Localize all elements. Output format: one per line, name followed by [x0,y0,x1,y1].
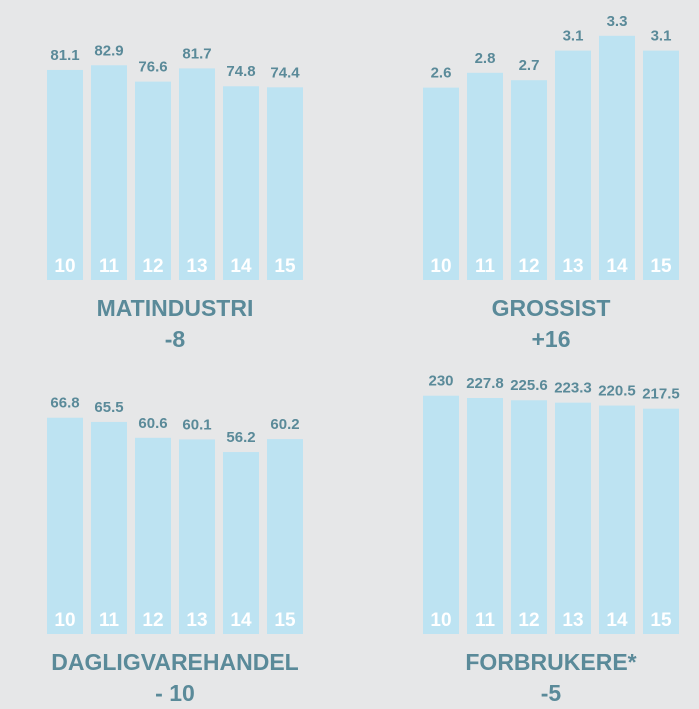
bar [511,400,547,634]
bar [599,35,635,280]
value-label: 76.6 [138,59,167,76]
chart-subtitle: -8 [165,326,186,352]
bar [47,69,83,281]
category-label: 11 [475,256,496,277]
bar [47,417,83,634]
bar [91,65,127,280]
bar [267,87,303,280]
category-label: 14 [606,610,628,631]
bar [643,50,679,280]
value-label: 81.7 [182,45,211,62]
chart-subtitle: - 10 [155,680,195,706]
category-label: 10 [54,610,75,631]
bar [223,452,259,634]
value-label: 66.8 [50,395,79,412]
chart-title: GROSSIST [492,295,611,321]
bar [423,87,459,280]
category-label: 15 [274,256,296,277]
value-label: 74.8 [226,63,255,80]
value-label: 217.5 [642,386,680,403]
bar [91,421,127,634]
value-label: 220.5 [598,383,636,400]
value-label: 223.3 [554,380,592,397]
value-label: 225.6 [510,377,548,394]
value-label: 81.1 [50,47,79,64]
bar [179,439,215,634]
bar [135,437,171,634]
category-label: 12 [142,610,163,631]
bar [423,395,459,634]
value-label: 82.9 [94,42,123,59]
value-label: 74.4 [270,64,300,81]
value-label: 3.1 [563,28,584,45]
category-label: 10 [54,256,75,277]
bar [179,68,215,280]
chart-subtitle: -5 [541,680,562,706]
category-label: 12 [518,256,539,277]
value-label: 60.6 [138,415,167,432]
category-label: 13 [562,256,583,277]
value-label: 3.3 [607,13,628,30]
category-label: 13 [186,610,207,631]
bar [511,80,547,280]
value-label: 60.2 [270,416,299,433]
category-label: 10 [430,256,451,277]
value-label: 56.2 [226,429,255,446]
category-label: 11 [475,610,496,631]
value-label: 227.8 [466,375,504,392]
category-label: 11 [99,610,120,631]
category-label: 15 [650,610,672,631]
category-label: 14 [230,610,252,631]
value-label: 60.1 [182,416,211,433]
bar [643,408,679,634]
bar [267,439,303,634]
chart-title: FORBRUKERE* [465,649,636,675]
value-label: 3.1 [651,28,672,45]
category-label: 15 [274,610,296,631]
value-label: 230 [428,373,453,390]
category-label: 14 [230,256,252,277]
category-label: 14 [606,256,628,277]
category-label: 13 [186,256,207,277]
category-label: 15 [650,256,672,277]
value-label: 2.7 [519,57,540,74]
bar [467,397,503,634]
category-label: 12 [142,256,163,277]
value-label: 65.5 [94,399,123,416]
chart-title: MATINDUSTRI [97,295,254,321]
category-label: 13 [562,610,583,631]
bar [135,81,171,280]
bar [223,86,259,280]
category-label: 10 [430,610,451,631]
category-label: 12 [518,610,539,631]
chart-subtitle: +16 [531,326,570,352]
value-label: 2.6 [431,65,452,82]
bar [555,402,591,634]
category-label: 11 [99,256,120,277]
chart-title: DAGLIGVAREHANDEL [51,649,298,675]
bar [555,50,591,280]
value-label: 2.8 [475,50,496,67]
bar [467,72,503,280]
bar [599,405,635,634]
